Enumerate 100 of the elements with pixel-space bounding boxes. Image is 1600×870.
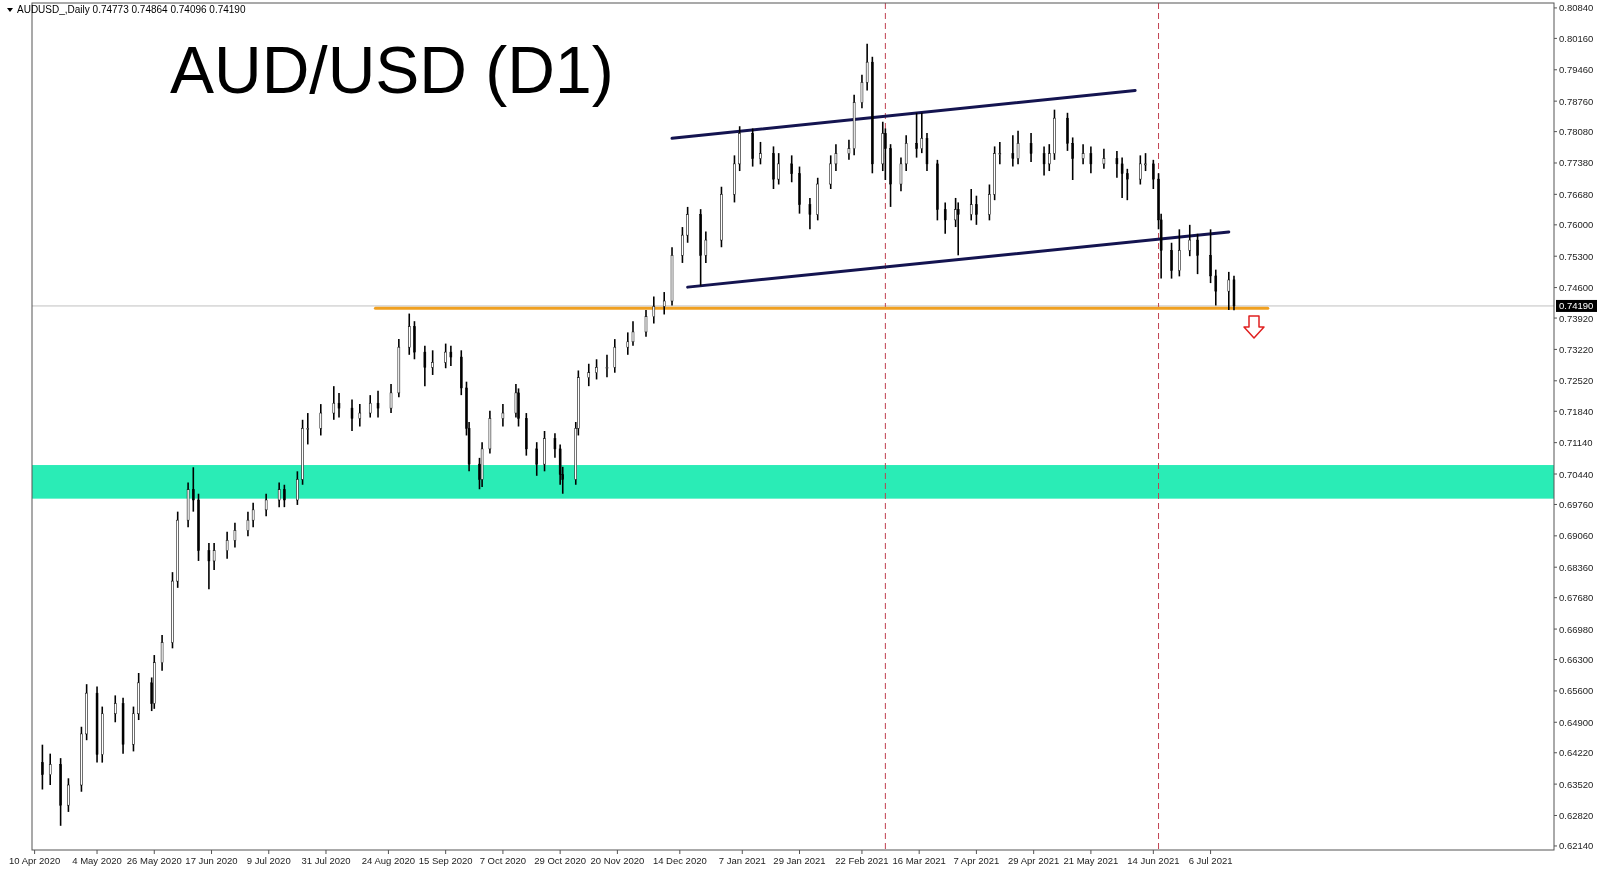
ref-line-label: 0.74190 bbox=[1559, 300, 1594, 312]
y-tick-label: 0.66300 bbox=[1559, 654, 1594, 666]
candlestick bbox=[644, 309, 648, 338]
candlestick bbox=[1102, 147, 1106, 170]
candlestick bbox=[871, 55, 874, 175]
y-tick-label: 0.77380 bbox=[1559, 157, 1594, 169]
candlestick bbox=[733, 154, 736, 204]
candlestick bbox=[332, 385, 336, 421]
candlestick bbox=[920, 112, 924, 154]
candlestick bbox=[264, 492, 268, 517]
candlestick bbox=[790, 154, 793, 184]
candlestick bbox=[301, 418, 304, 486]
candlestick bbox=[41, 743, 44, 791]
candlestick bbox=[1071, 136, 1074, 181]
candlestick bbox=[889, 143, 892, 208]
x-tick-label: 17 Jun 2020 bbox=[185, 855, 238, 866]
candlestick bbox=[738, 125, 741, 172]
candlestick bbox=[1152, 159, 1155, 190]
y-tick-label: 0.65600 bbox=[1559, 685, 1594, 697]
candlestick bbox=[993, 145, 996, 201]
candlestick bbox=[176, 510, 179, 589]
y-tick-label: 0.64220 bbox=[1559, 747, 1594, 759]
candlestick bbox=[423, 345, 427, 387]
candlestick bbox=[1081, 143, 1085, 166]
candlestick bbox=[662, 291, 666, 316]
candlestick bbox=[444, 342, 447, 370]
candlestick bbox=[899, 156, 903, 193]
candlestick bbox=[501, 403, 505, 428]
x-tick-label: 14 Jun 2021 bbox=[1127, 855, 1180, 866]
x-tick-label: 29 Jan 2021 bbox=[773, 855, 826, 866]
x-tick-label: 29 Apr 2021 bbox=[1008, 855, 1060, 866]
candlestick bbox=[988, 183, 991, 222]
x-tick-label: 7 Apr 2021 bbox=[953, 855, 1000, 866]
candlestick bbox=[1139, 154, 1142, 186]
candlestick bbox=[171, 571, 174, 650]
y-tick-label: 0.71140 bbox=[1559, 437, 1593, 449]
candlestick bbox=[283, 483, 286, 508]
y-tick-label: 0.80840 bbox=[1559, 2, 1594, 14]
candlestick bbox=[587, 362, 591, 387]
y-tick-label: 0.64900 bbox=[1559, 716, 1594, 728]
candlestick bbox=[956, 201, 960, 257]
candlestick bbox=[704, 230, 708, 264]
x-tick-label: 24 Aug 2020 bbox=[361, 855, 416, 866]
candlestick bbox=[225, 531, 229, 560]
x-tick-label: 16 Mar 2021 bbox=[892, 855, 946, 866]
text: AUD/USD (D1) bbox=[170, 33, 614, 107]
candlestick bbox=[192, 466, 195, 513]
candlestick bbox=[431, 349, 434, 376]
candlestick bbox=[137, 672, 140, 721]
y-tick-label: 0.73220 bbox=[1559, 343, 1594, 355]
x-tick-label: 15 Sep 2020 bbox=[418, 855, 473, 866]
candlestick bbox=[1214, 268, 1218, 307]
x-tick-label: 7 Oct 2020 bbox=[479, 855, 527, 866]
chart-subtitle: AUDUSD_,Daily 0.74773 0.74864 0.74096 0.74190 bbox=[17, 4, 246, 15]
candlestick bbox=[1066, 112, 1069, 152]
y-tick-label: 0.73920 bbox=[1559, 312, 1594, 324]
candlestick bbox=[816, 176, 819, 222]
candlestick bbox=[699, 208, 702, 287]
candlestick bbox=[1178, 228, 1181, 278]
candlestick bbox=[1011, 134, 1015, 168]
y-tick-label: 0.62820 bbox=[1559, 809, 1594, 821]
candlestick bbox=[389, 383, 393, 414]
x-tick-label: 9 Jul 2020 bbox=[246, 855, 291, 866]
candlestick bbox=[829, 154, 832, 190]
candlestick bbox=[85, 683, 88, 741]
y-tick-label: 0.71840 bbox=[1559, 405, 1594, 417]
candlestick bbox=[998, 141, 1002, 166]
candlestick bbox=[132, 705, 135, 753]
candlestick bbox=[350, 398, 354, 432]
candlestick bbox=[296, 470, 299, 506]
candlestick bbox=[306, 412, 310, 446]
y-tick-label: 0.70440 bbox=[1559, 468, 1594, 480]
x-tick-label: 26 May 2020 bbox=[126, 855, 182, 866]
y-tick-label: 0.75300 bbox=[1559, 250, 1594, 262]
candlestick bbox=[834, 143, 838, 172]
x-tick-label: 20 Nov 2020 bbox=[590, 855, 645, 866]
y-tick-label: 0.76000 bbox=[1559, 219, 1594, 231]
candlestick bbox=[936, 159, 939, 222]
candlestick bbox=[915, 112, 918, 159]
candlestick bbox=[277, 481, 281, 508]
candlestick bbox=[517, 387, 520, 428]
y-tick-label: 0.62140 bbox=[1559, 840, 1594, 852]
candlestick bbox=[681, 226, 684, 264]
candlestick bbox=[777, 152, 780, 186]
candlestick bbox=[535, 441, 538, 477]
candlestick bbox=[1042, 145, 1046, 177]
candlestick bbox=[720, 185, 723, 249]
y-tick-label: 0.69060 bbox=[1559, 530, 1594, 542]
y-tick-label: 0.78760 bbox=[1559, 95, 1594, 107]
y-tick-label: 0.67680 bbox=[1559, 592, 1594, 604]
candlestick bbox=[48, 752, 52, 786]
candlestick bbox=[153, 654, 156, 710]
y-tick-label: 0.80160 bbox=[1559, 32, 1594, 44]
x-tick-label: 4 May 2020 bbox=[72, 855, 122, 866]
y-tick-label: 0.74600 bbox=[1559, 282, 1594, 294]
candlestick bbox=[543, 430, 546, 473]
x-tick-label: 14 Dec 2020 bbox=[652, 855, 707, 866]
candlestick bbox=[319, 403, 323, 437]
candlestick bbox=[408, 312, 411, 356]
x-tick-label: 31 Jul 2020 bbox=[301, 855, 351, 866]
